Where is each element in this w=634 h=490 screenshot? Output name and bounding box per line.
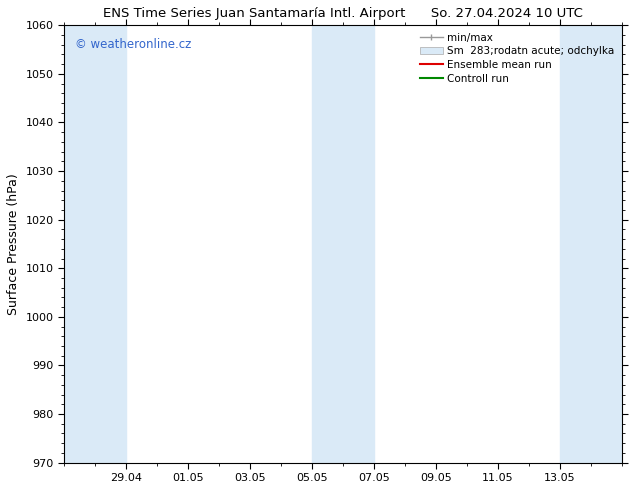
Legend: min/max, Sm  283;rodatn acute; odchylka, Ensemble mean run, Controll run: min/max, Sm 283;rodatn acute; odchylka, … <box>416 28 618 88</box>
Title: ENS Time Series Juan Santamaría Intl. Airport      So. 27.04.2024 10 UTC: ENS Time Series Juan Santamaría Intl. Ai… <box>103 7 583 20</box>
Y-axis label: Surface Pressure (hPa): Surface Pressure (hPa) <box>7 173 20 315</box>
Bar <box>312 25 373 463</box>
Text: © weatheronline.cz: © weatheronline.cz <box>75 38 191 51</box>
Bar <box>560 25 621 463</box>
Bar <box>64 25 126 463</box>
